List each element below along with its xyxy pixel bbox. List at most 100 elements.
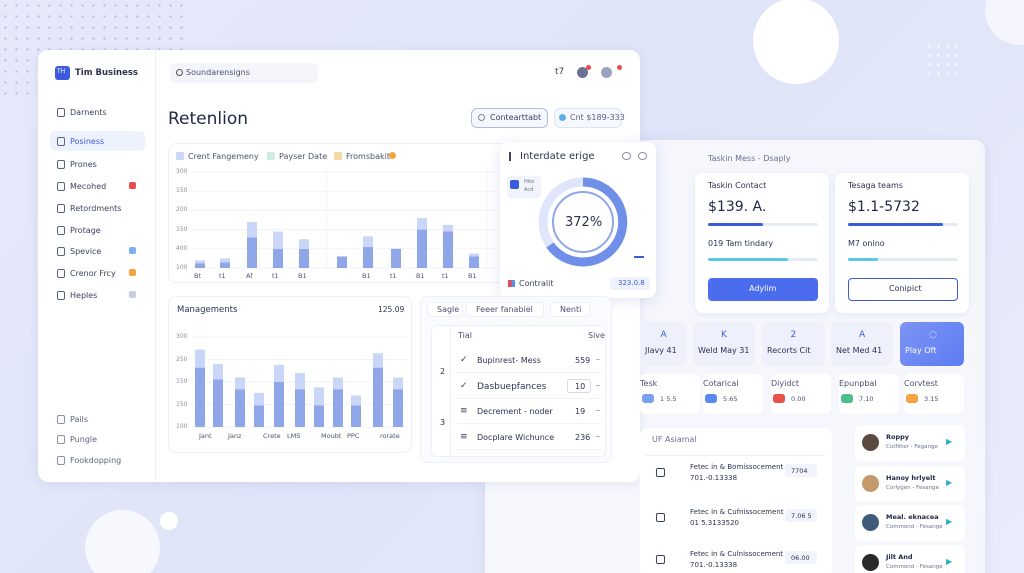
footer-icon: [508, 280, 515, 287]
tile-label: Weld May 31: [698, 346, 750, 355]
avatar[interactable]: [601, 67, 612, 78]
button-icon: [478, 114, 485, 121]
avatar[interactable]: [577, 67, 588, 78]
button[interactable]: [848, 278, 958, 301]
nav-icon: [57, 247, 65, 256]
nav-active[interactable]: [50, 131, 145, 151]
logo-text: TH: [57, 68, 66, 75]
button-label: Cnt $189-333: [570, 113, 625, 122]
list-card: [640, 428, 832, 573]
row-menu: ~: [595, 356, 601, 364]
mini-icon: [841, 394, 853, 403]
tile[interactable]: [640, 322, 687, 366]
table-header: Tial: [458, 331, 472, 340]
panel-header: Taskin Mess - Dsaply: [708, 154, 791, 163]
button[interactable]: [708, 278, 818, 301]
nav-icon: [57, 269, 65, 278]
contact-arrow: ▶: [946, 478, 953, 487]
button-icon: [559, 114, 566, 121]
mini-label: Epunpbal: [839, 379, 877, 388]
mini-icon: [773, 394, 785, 403]
nav-icon: [57, 160, 65, 169]
tab[interactable]: [550, 302, 590, 317]
deco-circle: [160, 512, 178, 530]
value-box: [567, 379, 591, 393]
nav-item: Heples: [70, 291, 98, 300]
icon: [622, 152, 631, 160]
row-value: 559: [575, 356, 591, 365]
x-tick-label: t1: [272, 272, 279, 280]
avatar: [862, 434, 879, 451]
interest-title: Interdate erige: [520, 151, 595, 162]
y-tick-label: 100: [176, 264, 188, 271]
list-icon: [656, 513, 665, 522]
donut-arc: [546, 177, 628, 267]
nav-item: Darnents: [70, 108, 107, 117]
nav-icon: [57, 456, 65, 465]
x-tick-label: Crete: [263, 432, 281, 440]
y-tick-label: 250: [176, 355, 188, 363]
list-pill: [785, 551, 817, 564]
nav-badge: [129, 269, 136, 276]
tab[interactable]: [427, 302, 463, 317]
legend-swatch: [334, 152, 342, 160]
tile[interactable]: [762, 322, 825, 366]
mini-label: Diyidct: [771, 379, 799, 388]
list-sub: 01 5.3133520: [690, 519, 739, 527]
legend-swatch: [267, 152, 275, 160]
x-tick-label: Bt: [194, 272, 202, 280]
search-box[interactable]: [170, 63, 318, 83]
list-value: 06.00: [791, 554, 810, 562]
tag: Acd: [524, 187, 534, 193]
side-number: 3: [440, 418, 446, 427]
stat-sub: 019 Tam tindary: [708, 239, 774, 248]
y-tick-label: 150: [176, 400, 188, 408]
legend-swatch: [176, 152, 184, 160]
mini-value: 7.10: [859, 395, 874, 403]
tile-icon: ◌: [929, 330, 937, 340]
nav-badge: [129, 247, 136, 254]
stat-title: Taskin Contact: [708, 181, 767, 190]
tile[interactable]: [900, 322, 964, 366]
row-menu: ~: [595, 407, 601, 415]
stat-sub: M7 onino: [848, 239, 885, 248]
button[interactable]: [471, 108, 548, 128]
nav-icon: [57, 108, 65, 117]
list-accent: [645, 455, 825, 456]
avatar: [862, 554, 879, 571]
notif-dot: [586, 65, 591, 70]
x-tick-label: t1: [442, 272, 449, 280]
mini-icon: [705, 394, 717, 403]
progress: [708, 223, 818, 226]
x-tick-label: B1: [298, 272, 307, 280]
nav-icon: [57, 182, 65, 191]
tile[interactable]: [831, 322, 893, 366]
tile-icon: A: [660, 330, 667, 340]
contact-name: Jilt And: [886, 553, 913, 561]
notif-dot: [617, 65, 622, 70]
avatar: [862, 475, 879, 492]
y-tick-label: 200: [176, 206, 188, 214]
deco-circle: [85, 510, 160, 573]
y-tick-label: 150: [176, 378, 188, 385]
legend-label: Payser Date: [279, 152, 328, 161]
tab-label: Feeer fanabiel: [476, 305, 533, 314]
bar-icon: [634, 248, 644, 258]
list-pill: [785, 509, 817, 522]
check: [510, 180, 519, 189]
list-sub: 701.-0.13338: [690, 561, 738, 569]
pill: [610, 277, 650, 290]
x-tick-label: B1: [416, 272, 425, 280]
tile[interactable]: [693, 322, 755, 366]
row-label: Bupinrest- Mess: [477, 356, 541, 365]
legend-label: Fromsbakit: [346, 152, 390, 161]
table: [431, 325, 606, 457]
stat-value: $139. A.: [708, 199, 767, 215]
row-icon: ≡: [460, 406, 468, 416]
header-badge: t7: [555, 67, 565, 77]
button[interactable]: [554, 108, 622, 128]
contact-arrow: ▶: [946, 557, 953, 566]
mini-value: 5.65: [723, 395, 738, 403]
tab[interactable]: [466, 302, 544, 317]
